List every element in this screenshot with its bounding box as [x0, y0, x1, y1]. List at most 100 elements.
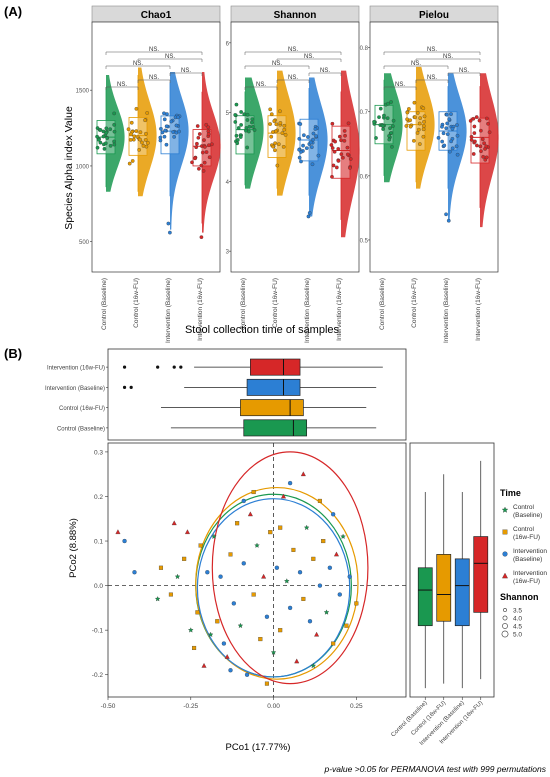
- ns-label: NS.: [117, 82, 127, 88]
- data-point: [479, 128, 483, 133]
- top-box-outlier: [179, 365, 183, 369]
- point-square: [264, 681, 269, 686]
- panel-a-xlabel: Stool collection time of samples: [185, 324, 340, 336]
- data-point: [389, 131, 394, 135]
- data-point: [235, 141, 240, 146]
- outlier-point: [199, 235, 204, 240]
- x-tick-label: Control (16w-FU): [411, 278, 418, 328]
- data-point: [126, 127, 131, 132]
- ns-label: NS.: [288, 47, 298, 53]
- x-tick-label: Control (Baseline): [379, 278, 386, 330]
- data-point: [164, 142, 169, 147]
- data-point: [412, 138, 416, 143]
- ns-label: NS.: [133, 61, 143, 67]
- data-point: [275, 163, 280, 168]
- data-point: [195, 124, 200, 128]
- point-square: [182, 556, 187, 561]
- point-star: [254, 542, 260, 548]
- data-point: [201, 169, 206, 173]
- data-point: [242, 112, 247, 117]
- x-tick-label: Intervention (Baseline): [304, 278, 311, 343]
- data-point: [449, 139, 453, 144]
- significance-bracket: [244, 51, 342, 55]
- data-point: [341, 155, 345, 160]
- data-point: [334, 165, 339, 170]
- significance-bracket: [244, 65, 310, 69]
- point-square: [502, 529, 508, 535]
- data-point: [450, 146, 455, 151]
- y-tick-label: 0.3: [94, 449, 103, 456]
- data-point: [131, 137, 136, 142]
- point-circle: [264, 614, 270, 619]
- data-point: [386, 101, 390, 106]
- scatter-points: [115, 471, 359, 686]
- point-triangle: [201, 662, 207, 668]
- top-box-label: Control (16w-FU): [59, 406, 105, 412]
- data-point: [195, 141, 199, 146]
- point-triangle: [333, 551, 339, 557]
- data-point: [382, 113, 386, 118]
- data-point: [108, 127, 113, 132]
- data-point: [405, 117, 409, 122]
- pco2-axis-label: PCo2 (8.88%): [68, 518, 79, 578]
- point-square: [258, 637, 263, 642]
- data-point: [390, 124, 395, 129]
- point-square: [251, 592, 256, 597]
- significance-bracket: [137, 58, 203, 62]
- data-point: [250, 120, 254, 125]
- data-point: [484, 116, 489, 121]
- violin-panels: Chao1 500 1000 1500 Control (Baseline) Contro…: [76, 5, 499, 343]
- point-square: [344, 623, 349, 628]
- data-point: [480, 137, 485, 142]
- data-point: [471, 116, 476, 121]
- data-point: [408, 124, 413, 129]
- point-triangle: [294, 658, 300, 664]
- data-point: [333, 139, 337, 144]
- ns-label: NS.: [411, 61, 421, 67]
- data-point: [412, 100, 417, 105]
- data-point: [171, 130, 176, 134]
- point-star: [211, 533, 217, 539]
- data-point: [103, 141, 108, 146]
- legend-time-label: Intervention (16w-FU): [513, 570, 547, 585]
- data-point: [345, 145, 350, 150]
- data-point: [415, 111, 420, 115]
- data-point: [200, 150, 205, 155]
- data-point: [302, 133, 306, 138]
- ns-label: NS.: [395, 82, 405, 88]
- data-point: [127, 161, 132, 166]
- point-square: [198, 543, 203, 548]
- data-point: [252, 128, 257, 132]
- outlier-point: [446, 218, 451, 223]
- ns-label: NS.: [304, 54, 314, 60]
- y-tick-label: 5: [226, 111, 230, 117]
- data-point: [197, 166, 201, 171]
- data-point: [330, 146, 335, 150]
- legend-size-circle: [503, 608, 507, 612]
- data-point: [339, 152, 344, 157]
- data-point: [143, 138, 148, 142]
- ns-label: NS.: [427, 47, 437, 53]
- point-square: [228, 552, 233, 557]
- point-circle: [297, 570, 303, 575]
- data-point: [309, 145, 314, 150]
- ns-label: NS.: [459, 68, 469, 74]
- top-box-label: Intervention (Baseline): [45, 386, 105, 392]
- data-point: [137, 147, 141, 152]
- data-point: [482, 141, 486, 146]
- data-point: [190, 160, 194, 165]
- data-point: [159, 126, 163, 131]
- data-point: [144, 131, 148, 136]
- point-square: [158, 565, 164, 570]
- point-triangle: [224, 654, 230, 659]
- data-point: [206, 125, 211, 130]
- data-point: [169, 119, 174, 124]
- data-point: [418, 116, 423, 120]
- data-point: [444, 126, 449, 131]
- x-tick-label: -0.50: [101, 703, 116, 710]
- data-point: [162, 117, 167, 122]
- legend-time-label: Control (Baseline): [513, 504, 542, 519]
- box: [331, 125, 351, 179]
- group-ellipse: [195, 486, 359, 680]
